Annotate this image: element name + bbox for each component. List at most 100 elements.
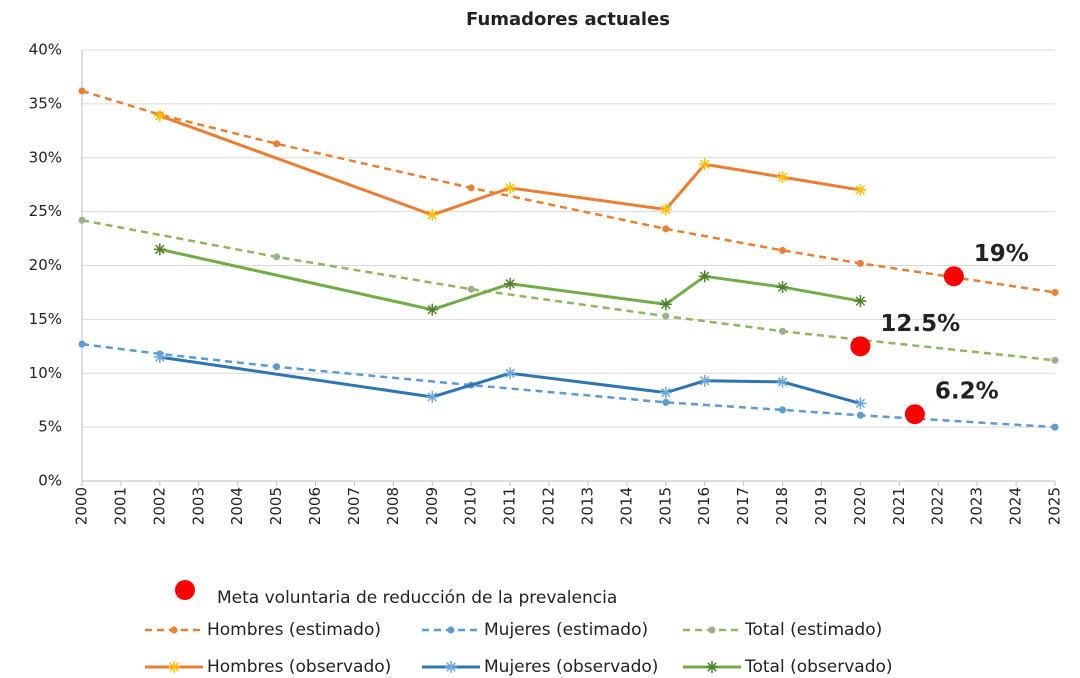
x-tick-label: 2025 <box>1046 487 1064 525</box>
point <box>426 390 439 403</box>
point <box>854 295 867 308</box>
point <box>467 184 475 192</box>
point <box>698 270 711 283</box>
legend-label: Total (estimado) <box>744 620 882 640</box>
x-tick-label: 2018 <box>773 487 791 525</box>
legend-item: Hombres (estimado) <box>145 620 381 640</box>
point <box>504 277 517 290</box>
legend-marker <box>445 661 457 673</box>
legend-label: Hombres (estimado) <box>207 620 381 640</box>
legend-marker <box>706 661 718 673</box>
x-tick-label: 2004 <box>228 487 246 525</box>
target-point <box>850 336 871 357</box>
target-label: 12.5% <box>880 311 960 337</box>
legend-marker <box>168 661 180 673</box>
y-tick-label: 35% <box>29 94 62 112</box>
y-tick-label: 20% <box>29 256 62 274</box>
legend-item: Total (observado) <box>683 657 893 677</box>
point <box>776 375 789 388</box>
legend-item: Mujeres (estimado) <box>422 620 648 640</box>
point <box>467 285 475 293</box>
point <box>273 140 281 148</box>
point <box>1051 423 1059 431</box>
point <box>856 259 864 267</box>
point <box>659 298 672 311</box>
x-tick-label: 2022 <box>929 487 947 525</box>
x-tick-label: 2015 <box>656 487 674 525</box>
y-tick-label: 30% <box>29 148 62 166</box>
series-line <box>159 114 861 217</box>
x-tick-label: 2008 <box>384 487 402 525</box>
x-tick-label: 2012 <box>540 487 558 525</box>
point <box>698 374 711 387</box>
y-tick-label: 10% <box>29 364 62 382</box>
point <box>779 246 787 254</box>
y-tick-label: 15% <box>29 310 62 328</box>
point <box>662 312 670 320</box>
x-tick-label: 2009 <box>423 487 441 525</box>
point <box>78 87 86 95</box>
point <box>779 327 787 335</box>
x-tick-label: 2000 <box>73 487 91 525</box>
x-tick-label: 2001 <box>111 487 129 525</box>
legend-marker <box>447 626 455 634</box>
x-tick-label: 2011 <box>501 487 519 525</box>
point <box>273 363 281 371</box>
point <box>659 386 672 399</box>
y-tick-label: 5% <box>38 418 62 436</box>
x-tick-label: 2006 <box>306 487 324 525</box>
x-tick-label: 2013 <box>578 487 596 525</box>
x-tick-label: 2020 <box>851 487 869 525</box>
point <box>776 171 789 184</box>
x-tick-label: 2021 <box>890 487 908 525</box>
point <box>78 340 86 348</box>
point <box>153 351 166 364</box>
legend-marker <box>170 626 178 634</box>
legend-item: Mujeres (observado) <box>422 657 658 677</box>
point <box>779 406 787 414</box>
point <box>426 303 439 316</box>
x-tick-label: 2007 <box>345 487 363 525</box>
point <box>662 398 670 406</box>
x-tick-label: 2014 <box>617 487 635 525</box>
point <box>776 281 789 294</box>
point <box>1051 288 1059 296</box>
x-tick-label: 2023 <box>968 487 986 525</box>
x-tick-label: 2002 <box>150 487 168 525</box>
legend-marker <box>175 580 195 600</box>
target-label: 6.2% <box>935 379 999 405</box>
series-line <box>81 89 1056 294</box>
point <box>78 216 86 224</box>
x-tick-label: 2024 <box>1007 487 1025 525</box>
point <box>698 158 711 171</box>
legend-label: Mujeres (estimado) <box>484 620 648 640</box>
legend-item: Total (estimado) <box>683 620 882 640</box>
x-tick-label: 2019 <box>812 487 830 525</box>
x-tick-label: 2016 <box>695 487 713 525</box>
legend-label: Total (observado) <box>744 657 893 677</box>
legend-label: Meta voluntaria de reducción de la preva… <box>217 588 617 608</box>
y-tick-label: 0% <box>38 472 62 490</box>
target-point <box>904 404 925 425</box>
chart-title: Fumadores actuales <box>466 9 670 30</box>
series-line <box>159 355 861 405</box>
y-tick-label: 25% <box>29 202 62 220</box>
point <box>153 243 166 256</box>
target-point <box>943 266 964 287</box>
target-label: 19% <box>974 241 1029 267</box>
point <box>662 225 670 233</box>
legend-label: Mujeres (observado) <box>484 657 658 677</box>
point <box>659 203 672 216</box>
point <box>504 367 517 380</box>
point <box>856 411 864 419</box>
point <box>1051 356 1059 364</box>
point <box>854 184 867 197</box>
point <box>153 109 166 122</box>
legend-marker <box>708 626 716 634</box>
series-line <box>81 342 1056 429</box>
legend-label: Hombres (observado) <box>207 657 391 677</box>
x-tick-label: 2005 <box>267 487 285 525</box>
legend-item: Hombres (observado) <box>145 657 391 677</box>
x-tick-label: 2003 <box>189 487 207 525</box>
